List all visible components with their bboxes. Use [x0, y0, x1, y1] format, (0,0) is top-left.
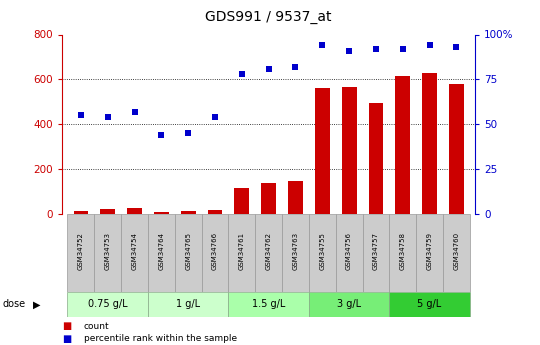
Text: GSM34765: GSM34765 — [185, 232, 191, 270]
Text: 3 g/L: 3 g/L — [337, 299, 361, 309]
Text: GSM34752: GSM34752 — [78, 232, 84, 270]
Text: GSM34762: GSM34762 — [266, 232, 272, 270]
Point — [452, 44, 461, 50]
Bar — [362, 214, 389, 292]
Bar — [369, 103, 383, 214]
Bar — [443, 214, 470, 292]
Text: count: count — [84, 322, 109, 331]
Point — [426, 42, 434, 48]
Point — [345, 48, 354, 53]
Point — [130, 109, 139, 115]
Text: 0.75 g/L: 0.75 g/L — [88, 299, 127, 309]
Text: 5 g/L: 5 g/L — [417, 299, 442, 309]
Bar — [416, 214, 443, 292]
Bar — [228, 214, 255, 292]
Bar — [68, 292, 148, 317]
Bar — [100, 209, 115, 214]
Text: GSM34754: GSM34754 — [132, 232, 138, 270]
Text: ■: ■ — [62, 321, 71, 331]
Bar — [288, 181, 303, 214]
Text: GSM34759: GSM34759 — [427, 232, 433, 270]
Point — [157, 132, 166, 138]
Bar — [148, 214, 175, 292]
Bar — [148, 292, 228, 317]
Text: ▶: ▶ — [33, 299, 40, 309]
Bar — [389, 214, 416, 292]
Bar — [228, 292, 309, 317]
Bar — [181, 211, 195, 214]
Text: GSM34766: GSM34766 — [212, 232, 218, 270]
Text: GSM34757: GSM34757 — [373, 232, 379, 270]
Text: GSM34761: GSM34761 — [239, 232, 245, 270]
Bar — [73, 210, 88, 214]
Bar — [336, 214, 362, 292]
Text: GSM34760: GSM34760 — [454, 232, 460, 270]
Point — [211, 114, 219, 120]
Text: GSM34758: GSM34758 — [400, 232, 406, 270]
Point — [184, 130, 192, 136]
Bar — [315, 88, 330, 214]
Point — [318, 42, 327, 48]
Bar — [201, 214, 228, 292]
Text: GSM34753: GSM34753 — [105, 232, 111, 270]
Bar — [234, 188, 249, 214]
Bar — [261, 183, 276, 214]
Text: 1.5 g/L: 1.5 g/L — [252, 299, 285, 309]
Point — [372, 46, 380, 52]
Bar — [68, 214, 94, 292]
Text: GDS991 / 9537_at: GDS991 / 9537_at — [205, 10, 332, 24]
Bar — [94, 214, 121, 292]
Bar — [449, 84, 464, 214]
Point — [291, 64, 300, 70]
Bar — [422, 73, 437, 214]
Bar — [395, 76, 410, 214]
Text: dose: dose — [3, 299, 26, 309]
Point — [103, 114, 112, 120]
Point — [77, 112, 85, 118]
Bar — [342, 87, 356, 214]
Bar — [154, 211, 168, 214]
Point — [399, 46, 407, 52]
Bar — [255, 214, 282, 292]
Text: GSM34755: GSM34755 — [319, 232, 325, 270]
Text: percentile rank within the sample: percentile rank within the sample — [84, 334, 237, 343]
Text: GSM34763: GSM34763 — [293, 232, 299, 270]
Point — [238, 71, 246, 77]
Text: ■: ■ — [62, 334, 71, 344]
Point — [265, 66, 273, 71]
Text: GSM34764: GSM34764 — [158, 232, 164, 270]
Bar — [121, 214, 148, 292]
Bar — [309, 292, 389, 317]
Bar — [207, 210, 222, 214]
Text: GSM34756: GSM34756 — [346, 232, 352, 270]
Bar — [389, 292, 470, 317]
Bar — [175, 214, 201, 292]
Bar — [127, 208, 142, 214]
Text: 1 g/L: 1 g/L — [176, 299, 200, 309]
Bar — [309, 214, 336, 292]
Bar — [282, 214, 309, 292]
